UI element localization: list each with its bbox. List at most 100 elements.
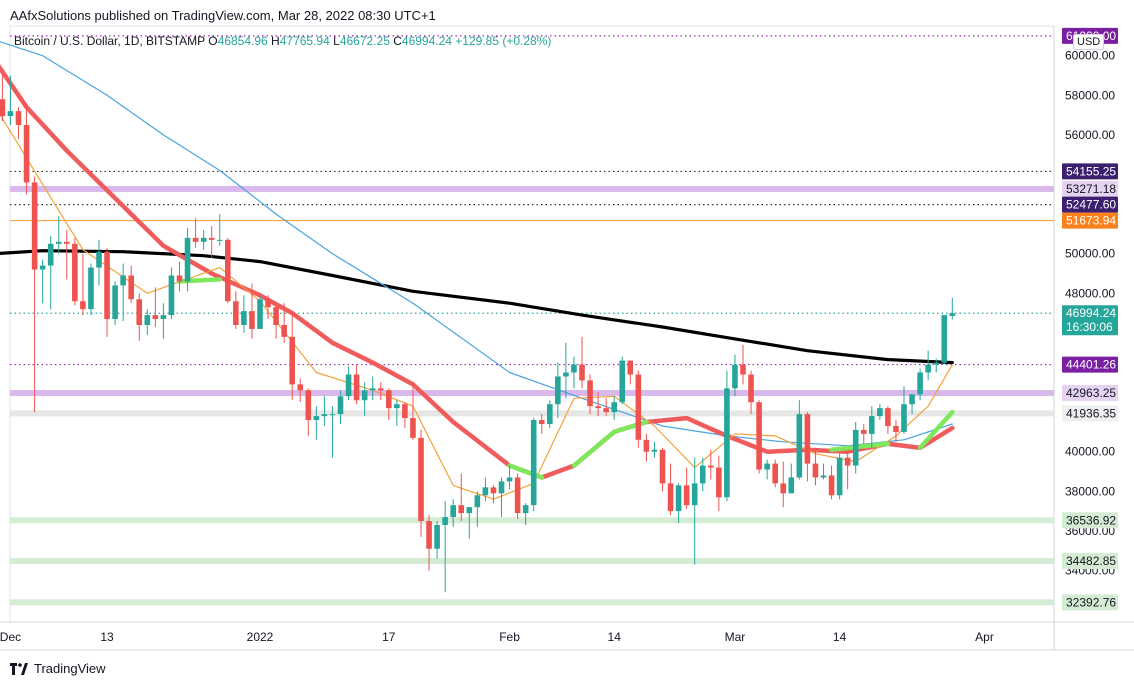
level-band	[10, 410, 1054, 417]
candle-body	[361, 390, 368, 401]
y-tick-label: 60000.00	[1065, 49, 1115, 63]
candle-body	[442, 517, 448, 525]
moving-average-line	[0, 41, 953, 447]
candle-body	[39, 265, 46, 270]
candle-body	[233, 301, 239, 325]
candle-body	[506, 477, 513, 482]
candle-body	[152, 315, 159, 320]
open-value: 46854.96	[217, 34, 268, 48]
candle-body	[724, 388, 730, 498]
candle-body	[941, 315, 948, 363]
candle-body	[273, 307, 279, 325]
candle-body	[386, 390, 392, 409]
y-tick-label: 50000.00	[1065, 247, 1115, 261]
candle-body	[184, 237, 191, 282]
candle-body	[490, 487, 497, 494]
candle-body	[563, 372, 569, 377]
x-tick-label: Dec	[0, 630, 21, 644]
moving-average-line	[0, 249, 954, 365]
price-badge	[1062, 163, 1118, 180]
candle-body	[627, 360, 634, 375]
candle-body	[289, 336, 295, 385]
price-badge-label: 41936.35	[1066, 406, 1116, 420]
candle-body	[732, 364, 738, 389]
candle-body	[933, 362, 939, 365]
symbol-name: Bitcoin / U.S. Dollar, 1D, BITSTAMP	[14, 34, 205, 48]
x-tick-label: 14	[608, 630, 622, 644]
price-badge-label: 53271.18	[1066, 182, 1116, 196]
tradingview-logo-icon	[10, 662, 28, 676]
candle-body	[466, 507, 473, 514]
candle-body	[144, 315, 151, 325]
candle-body	[128, 275, 134, 300]
candle-body	[265, 299, 271, 308]
high-label: H	[271, 34, 280, 48]
candle-body	[249, 311, 255, 329]
x-tick-label: 13	[100, 630, 114, 644]
candle-body	[0, 99, 6, 117]
footer: TradingView	[10, 661, 106, 676]
y-tick-label: 40000.00	[1065, 445, 1115, 459]
candle-body	[869, 416, 875, 434]
candle-body	[611, 402, 617, 413]
candle-body	[426, 521, 432, 549]
candle-body	[796, 414, 803, 478]
candle-body	[820, 475, 827, 478]
candle-body	[498, 481, 505, 494]
candle-body	[225, 239, 231, 302]
currency-button[interactable]: USD	[1073, 34, 1105, 50]
price-badge	[1062, 212, 1118, 229]
candle-body	[31, 182, 38, 270]
candle-body	[337, 396, 344, 415]
x-tick-label: 17	[382, 630, 396, 644]
candle-body	[192, 237, 199, 242]
candle-body	[780, 483, 787, 494]
y-tick-label: 48000.00	[1065, 286, 1115, 300]
high-value: 47765.94	[279, 34, 330, 48]
candle-body	[877, 408, 883, 417]
price-badge	[1062, 594, 1118, 611]
candle-body	[345, 374, 352, 397]
y-tick-label: 56000.00	[1065, 128, 1115, 142]
price-badge	[1062, 405, 1118, 422]
candle-body	[120, 275, 126, 286]
candle-body	[901, 404, 907, 432]
change-value: +129.85 (+0.28%)	[455, 34, 552, 48]
candle-body	[699, 465, 706, 484]
candle-body	[394, 404, 400, 409]
candle-body	[418, 437, 424, 522]
candle-body	[104, 251, 110, 320]
candle-body	[828, 475, 835, 496]
x-tick-label: Apr	[975, 630, 994, 644]
price-badge-label: 52477.60	[1066, 198, 1116, 212]
candle-body	[579, 364, 585, 381]
candle-body	[708, 465, 714, 468]
candle-body	[450, 505, 456, 518]
candle-body	[305, 390, 312, 421]
candle-body	[643, 439, 650, 452]
candle-body	[651, 449, 658, 452]
price-badge	[1062, 305, 1118, 336]
candle-body	[595, 406, 601, 409]
candle-body	[587, 380, 593, 407]
candle-body	[635, 374, 642, 440]
candle-body	[748, 374, 754, 403]
candle-body	[909, 394, 915, 405]
close-label: C	[393, 34, 402, 48]
x-tick-label: 2022	[247, 630, 274, 644]
candle-body	[547, 404, 553, 424]
candle-body	[885, 408, 891, 426]
candle-body	[482, 487, 489, 496]
candle-body	[555, 376, 561, 405]
candle-body	[852, 429, 859, 466]
candle-body	[538, 420, 545, 424]
candle-body	[23, 125, 30, 183]
candle-body	[257, 299, 263, 329]
candle-body	[667, 483, 674, 512]
close-value: 46994.24	[401, 34, 452, 48]
price-badge-label: 46994.24	[1066, 306, 1116, 320]
candle-body	[176, 275, 183, 282]
candle-body	[112, 285, 118, 320]
candle-body	[844, 457, 851, 466]
